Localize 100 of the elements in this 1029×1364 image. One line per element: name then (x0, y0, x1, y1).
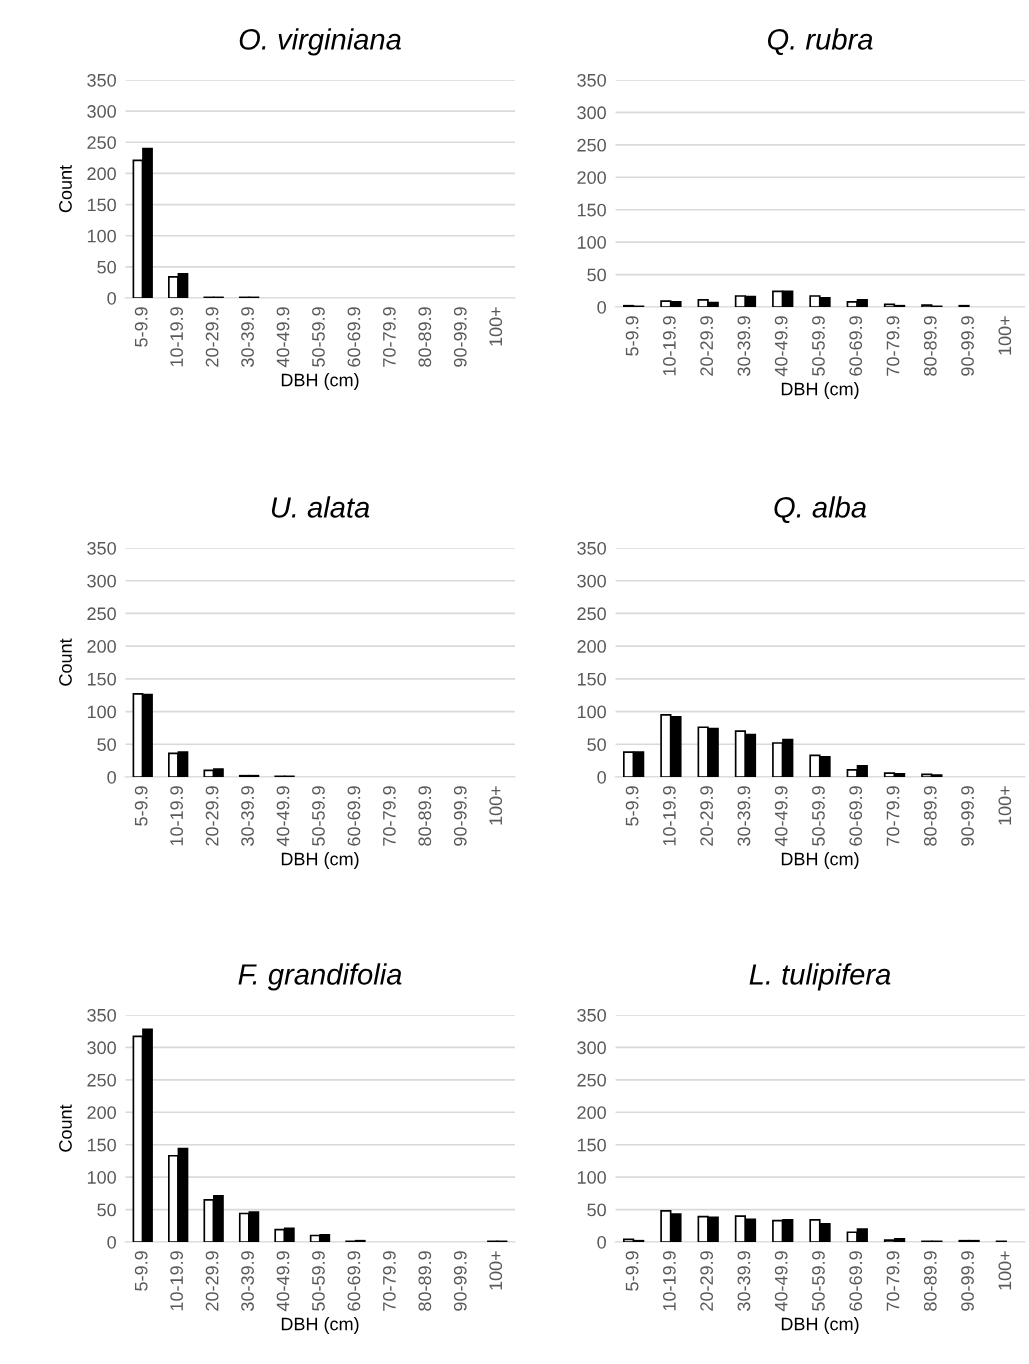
y-tick-label: 0 (597, 300, 606, 314)
x-tick-label: 90-99.9 (961, 1251, 974, 1311)
x-tick-label: 60-69.9 (849, 786, 863, 846)
x-tick-label: 20-29.9 (205, 1251, 219, 1311)
x-tick-label: 80-89.9 (418, 786, 432, 846)
x-tick-label: 100+ (489, 307, 503, 346)
x-tick-label: 20-29.9 (700, 316, 714, 376)
chart-title: L. tulipifera (749, 963, 891, 991)
x-tick-label: 80-89.9 (923, 1251, 937, 1311)
y-tick-label: 150 (577, 203, 606, 217)
y-tick-label: 250 (577, 138, 606, 152)
y-tick-label: 350 (577, 73, 606, 87)
y-tick-label: 350 (87, 1008, 116, 1022)
x-tick-label: 100+ (489, 1251, 503, 1290)
x-axis-title: DBH (cm) (281, 1317, 359, 1334)
x-tick-label: 100+ (489, 786, 503, 825)
y-tick-label: 50 (587, 1203, 606, 1217)
x-tick-label: 20-29.9 (700, 1251, 714, 1311)
y-axis-title: Count (59, 1104, 72, 1152)
x-tick-label: 60-69.9 (347, 307, 361, 367)
x-tick-label: 50-59.9 (312, 307, 325, 367)
y-axis-title: Count (59, 638, 72, 686)
x-tick-label: 20-29.9 (700, 786, 714, 846)
x-tick-label: 60-69.9 (347, 1251, 361, 1311)
y-tick-label: 150 (87, 198, 116, 212)
x-tick-label: 100+ (998, 1251, 1012, 1290)
x-tick-label: 5-9.9 (625, 1251, 639, 1291)
x-tick-label: 90-99.9 (453, 307, 467, 367)
y-tick-label: 50 (97, 1203, 116, 1217)
x-axis-title: DBH (cm) (781, 1317, 859, 1334)
y-tick-label: 300 (577, 574, 606, 588)
y-tick-label: 0 (597, 770, 606, 784)
x-tick-label: 5-9.9 (134, 786, 148, 826)
x-tick-label: 30-39.9 (737, 786, 751, 846)
y-tick-label: 100 (87, 229, 116, 243)
x-tick-label: 60-69.9 (849, 1251, 863, 1311)
x-tick-label: 5-9.9 (134, 307, 148, 347)
y-tick-label: 250 (577, 607, 606, 621)
x-axis-title: DBH (cm) (781, 382, 859, 399)
x-tick-label: 50-59.9 (312, 1251, 325, 1311)
x-tick-label: 100+ (998, 316, 1012, 355)
y-tick-label: 200 (87, 640, 116, 653)
x-tick-label: 20-29.9 (205, 307, 219, 367)
x-tick-label: 90-99.9 (453, 786, 467, 846)
x-tick-label: 20-29.9 (205, 786, 219, 846)
y-tick-label: 200 (577, 171, 606, 185)
x-tick-label: 70-79.9 (886, 1251, 900, 1311)
x-tick-label: 70-79.9 (382, 307, 396, 367)
y-tick-label: 300 (87, 1041, 116, 1055)
x-tick-label: 10-19.9 (662, 786, 676, 846)
y-tick-label: 100 (577, 236, 606, 249)
x-tick-label: 30-39.9 (241, 1251, 254, 1311)
x-tick-label: 10-19.9 (170, 307, 184, 367)
y-tick-label: 350 (577, 1008, 606, 1022)
y-tick-label: 200 (87, 167, 116, 181)
x-tick-label: 40-49.9 (774, 786, 788, 847)
x-tick-label: 40-49.9 (774, 1251, 788, 1312)
y-tick-label: 350 (87, 541, 116, 555)
chart-title: Q. alba (774, 496, 867, 523)
x-axis-title: DBH (cm) (281, 373, 359, 390)
x-tick-label: 40-49.9 (276, 786, 290, 847)
y-tick-label: 350 (577, 541, 606, 555)
y-tick-label: 250 (87, 607, 116, 621)
y-tick-label: 0 (107, 770, 116, 784)
y-tick-label: 150 (87, 1138, 116, 1152)
y-tick-label: 100 (87, 1171, 116, 1184)
x-tick-label: 100+ (998, 786, 1012, 825)
y-tick-label: 300 (577, 106, 606, 120)
y-tick-label: 250 (87, 1073, 116, 1087)
y-tick-label: 300 (87, 105, 116, 118)
y-tick-label: 0 (597, 1235, 606, 1249)
x-tick-label: 90-99.9 (453, 1251, 467, 1311)
y-tick-label: 100 (87, 705, 116, 719)
x-tick-label: 30-39.9 (737, 316, 751, 376)
y-tick-label: 350 (87, 73, 116, 87)
x-tick-label: 50-59.9 (312, 786, 325, 846)
x-tick-label: 40-49.9 (276, 307, 290, 368)
x-tick-label: 40-49.9 (276, 1251, 290, 1312)
x-tick-label: 5-9.9 (134, 1251, 148, 1291)
y-tick-label: 0 (107, 291, 116, 305)
x-tick-label: 70-79.9 (382, 1251, 396, 1311)
x-tick-label: 30-39.9 (241, 786, 254, 846)
chart-title: O. virginiana (239, 28, 401, 56)
chart-title: Q. rubra (767, 28, 873, 55)
x-tick-label: 60-69.9 (347, 786, 361, 846)
x-tick-label: 10-19.9 (170, 786, 184, 846)
x-tick-label: 80-89.9 (923, 316, 937, 376)
y-tick-label: 250 (87, 136, 116, 150)
y-tick-label: 200 (87, 1106, 116, 1120)
x-tick-label: 70-79.9 (886, 786, 900, 846)
y-tick-label: 150 (577, 672, 606, 686)
x-tick-label: 60-69.9 (849, 316, 863, 376)
x-tick-label: 30-39.9 (241, 307, 254, 367)
x-tick-label: 5-9.9 (625, 316, 639, 356)
x-tick-label: 50-59.9 (812, 1251, 825, 1311)
y-tick-label: 300 (577, 1041, 606, 1055)
x-tick-label: 80-89.9 (418, 307, 432, 367)
chart-title: F. grandifolia (238, 963, 402, 991)
x-tick-label: 30-39.9 (737, 1251, 751, 1311)
x-tick-label: 10-19.9 (662, 316, 676, 376)
